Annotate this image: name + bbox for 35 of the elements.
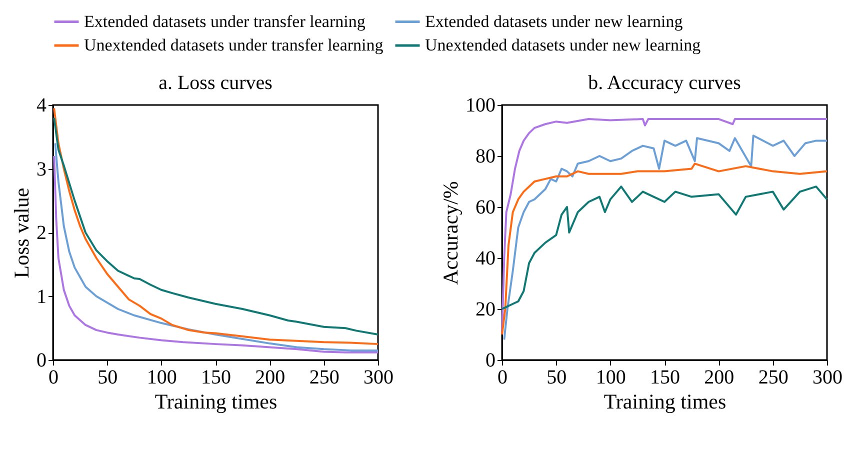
y-tick-label: 3 xyxy=(36,158,46,180)
x-tick-label: 150 xyxy=(201,366,231,388)
x-tick-label: 50 xyxy=(546,366,567,388)
line-series xyxy=(501,186,828,310)
y-tick-label: 100 xyxy=(466,94,496,116)
x-tick-label: 200 xyxy=(255,366,286,388)
y-tick-label: 1 xyxy=(36,286,46,308)
x-axis-title: Training times xyxy=(154,390,278,414)
x-tick-label: 200 xyxy=(704,366,734,388)
line-series xyxy=(501,162,828,336)
y-axis-title: Loss value xyxy=(10,188,34,278)
x-tick-label: 50 xyxy=(98,366,118,388)
y-tick-label: 2 xyxy=(36,222,46,244)
x-tick-label: 300 xyxy=(812,366,842,388)
legend-label: Unextended datasets under new learning xyxy=(425,36,702,54)
chart-title: b. Accuracy curves xyxy=(588,72,742,94)
x-tick-label: 150 xyxy=(650,366,680,388)
y-tick-label: 60 xyxy=(476,196,496,218)
y-tick-label: 4 xyxy=(36,94,46,116)
chart-title: a. Loss curves xyxy=(158,72,273,94)
legend-label: Extended datasets under new learning xyxy=(425,12,684,31)
y-tick-label: 0 xyxy=(486,350,496,372)
legend-label: Unextended datasets under transfer learning xyxy=(84,36,384,54)
x-tick-label: 100 xyxy=(146,366,177,388)
x-axis-title: Training times xyxy=(604,390,726,414)
x-tick-label: 250 xyxy=(758,366,788,388)
legend-label: Extended datasets under transfer learning xyxy=(84,12,366,31)
y-tick-label: 20 xyxy=(476,298,496,320)
y-tick-label: 40 xyxy=(476,248,496,270)
x-tick-label: 300 xyxy=(364,366,394,388)
y-tick-label: 80 xyxy=(476,146,496,168)
x-tick-label: 100 xyxy=(596,366,626,388)
y-axis-title: Accuracy/% xyxy=(438,181,462,285)
y-tick-label: 0 xyxy=(36,350,46,372)
x-tick-label: 250 xyxy=(309,366,340,388)
